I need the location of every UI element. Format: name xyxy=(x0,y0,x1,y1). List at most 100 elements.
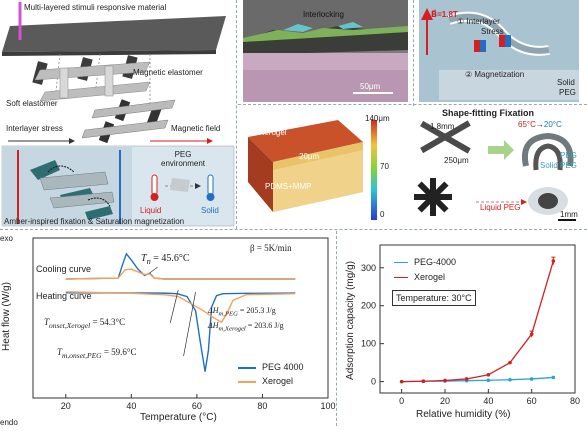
substrate-label: PDMS+MMP xyxy=(265,182,312,191)
dsc-chart: 20 40 60 80 100 exo endo Heat flow (W/g) Tem… xyxy=(0,231,336,427)
panel-a-top-label: Multi-layered stimuli responsive materia… xyxy=(24,3,167,12)
shape-fitting-title: Shape-fitting Fixation xyxy=(442,108,534,118)
adsorption-chart: 0 20 40 60 80 0 100 200 300 Adsorption capacity … xyxy=(338,231,587,426)
horizontal-divider-top-right xyxy=(238,104,587,105)
panel-c-magnetization: B⃗=1.8T ① Interlayer Stress ② Magnetizat… xyxy=(419,0,579,102)
tn-subscript: n xyxy=(146,257,151,266)
t-m-value: = 59.6°C xyxy=(101,347,137,357)
temp-hot: 65°C xyxy=(518,120,536,129)
colorbar-mid-label: 70 xyxy=(380,162,389,171)
ads-point-xerogel xyxy=(399,379,404,384)
magnetization-illustration xyxy=(419,0,579,102)
dsc-xtick-label: 20 xyxy=(61,401,71,411)
vertical-divider-bottom xyxy=(336,231,337,426)
colorbar-bot-label: 0 xyxy=(380,210,385,219)
tn-value: = 45.6°C xyxy=(150,253,190,264)
dsc-series-xerogel-heating xyxy=(65,291,296,324)
ads-plot-frame xyxy=(379,244,576,394)
ads-point-peg4000 xyxy=(529,377,534,381)
dsc-chart-svg: 20 40 60 80 100 xyxy=(32,237,336,411)
exo-label: exo xyxy=(0,234,13,243)
t-onset-value: = 54.3°C xyxy=(90,317,126,327)
interlocking-label: Interlocking xyxy=(303,10,344,19)
liquid-label: Liquid xyxy=(140,206,162,215)
adsorption-chart-svg: 0 20 40 60 80 0 100 200 300 xyxy=(361,244,580,406)
ads-ytick-label: 100 xyxy=(361,339,376,349)
temp-arrow: → xyxy=(535,120,544,129)
ads-point-xerogel xyxy=(464,377,469,381)
ads-ytick-label: 0 xyxy=(371,377,376,387)
panel-d-3d-profile: Xerogel 20μm PDMS+MMP 140μm 70 0 xyxy=(243,112,393,224)
thickness-label: 20μm xyxy=(299,152,320,161)
dh-xerogel: ΔHm,Xerogel = 203.6 J/g xyxy=(208,321,284,333)
heating-rate-label: β = 5K/min xyxy=(250,243,292,253)
t-m-onset-peg: Tm,onset,PEG = 59.6°C xyxy=(57,347,137,360)
temperature-change-label: 65°C→20°C xyxy=(518,120,562,129)
onset-leader-xerogel xyxy=(169,289,179,324)
tn-symbol: T xyxy=(141,253,147,264)
colorbar-top-label: 140μm xyxy=(365,114,390,123)
t-onset-xerogel: Tonset,Xerogel = 54.3°C xyxy=(44,317,125,330)
ads-point-xerogel xyxy=(508,360,512,365)
dsc-xtick-label: 80 xyxy=(257,401,267,411)
onset-leader-peg xyxy=(183,291,196,357)
dh-peg-subscript: m,PEG xyxy=(218,310,238,318)
peg-env-line1: PEG xyxy=(174,150,192,159)
magnetic-field-strength: B⃗=1.8T xyxy=(431,10,458,19)
ads-xtick-label: 0 xyxy=(399,396,404,406)
ads-point-peg4000 xyxy=(486,378,491,383)
ads-xtick-label: 40 xyxy=(483,396,493,406)
legend-peg4000-label: PEG-4000 xyxy=(414,257,457,267)
dim1-label: 1.8mm xyxy=(430,122,455,131)
legend-xerogel-swatch-2 xyxy=(394,277,408,278)
dsc-xtick-label: 100 xyxy=(320,401,335,411)
step1-label: ① Interlayer xyxy=(457,17,500,26)
panel-e-shape-fitting: Shape-fitting Fixation 1.8mm 250μm 65°C→… xyxy=(408,106,587,226)
dsc-ylabel: Heat flow (W/g) xyxy=(0,282,12,351)
liquid-peg-label: Liquid PEG xyxy=(480,203,521,212)
ads-point-peg4000 xyxy=(508,377,512,382)
ads-xlabel: Relative humidity (%) xyxy=(416,409,511,420)
ads-point-xerogel xyxy=(421,379,426,384)
ads-xtick-label: 20 xyxy=(440,396,450,406)
t-onset-symbol: T xyxy=(44,317,50,327)
ads-series-xerogel xyxy=(401,260,554,383)
dsc-xtick-label: 60 xyxy=(192,401,202,411)
ads-ytick-label: 300 xyxy=(361,263,376,273)
top-layer xyxy=(2,16,226,52)
legend-xerogel-label: Xerogel xyxy=(262,376,294,386)
step2-label: ② Magnetization xyxy=(465,70,525,79)
legend-peg-swatch xyxy=(238,367,256,369)
schematic-illustration xyxy=(1,2,235,227)
vertical-divider-top-left xyxy=(236,0,237,229)
dh-peg: ΔHm,PEG = 205.3 J/g xyxy=(208,306,276,318)
step1b-label: Stress xyxy=(481,27,504,36)
dh-peg-value: = 205.3 J/g xyxy=(237,306,276,315)
peg-label: PEG xyxy=(560,151,577,160)
cooling-curve-label: Cooling curve xyxy=(36,264,92,274)
heating-curve-label: Heating curve xyxy=(36,291,92,301)
dh-xero-symbol: ΔH xyxy=(208,321,219,330)
ads-point-peg4000 xyxy=(551,375,556,380)
legend-xerogel-label-2: Xerogel xyxy=(414,272,446,282)
tn-annotation: Tn = 45.6°C xyxy=(141,253,190,266)
temp-cold: 20°C xyxy=(543,120,562,129)
solid-peg-1: Solid xyxy=(557,78,575,87)
ads-xtick-label: 80 xyxy=(570,396,580,406)
panel-a-schematic: Multi-layered stimuli responsive materia… xyxy=(0,0,236,229)
shape-scalebar-label: 1mm xyxy=(560,210,578,219)
magnetic-elastomer-label: Magnetic elastomer xyxy=(133,68,203,77)
dsc-xtick-label: 40 xyxy=(126,401,136,411)
solid-label: Solid xyxy=(201,206,219,215)
ads-ylabel: Adsorption capacity (mg/g) xyxy=(344,261,356,380)
legend-peg-label: PEG 4000 xyxy=(262,362,304,372)
dh-xero-value: = 203.6 J/g xyxy=(245,321,284,330)
dh-xero-subscript: m,Xerogel xyxy=(218,325,246,333)
tn-leader xyxy=(149,266,158,274)
endo-label: endo xyxy=(0,418,18,427)
t-m-subscript: m,onset,PEG xyxy=(62,350,102,360)
dsc-series-xerogel-cooling xyxy=(65,268,296,280)
dsc-plot-frame xyxy=(32,237,329,399)
ads-point-xerogel xyxy=(486,372,491,377)
t-onset-subscript: onset,Xerogel xyxy=(49,320,91,330)
